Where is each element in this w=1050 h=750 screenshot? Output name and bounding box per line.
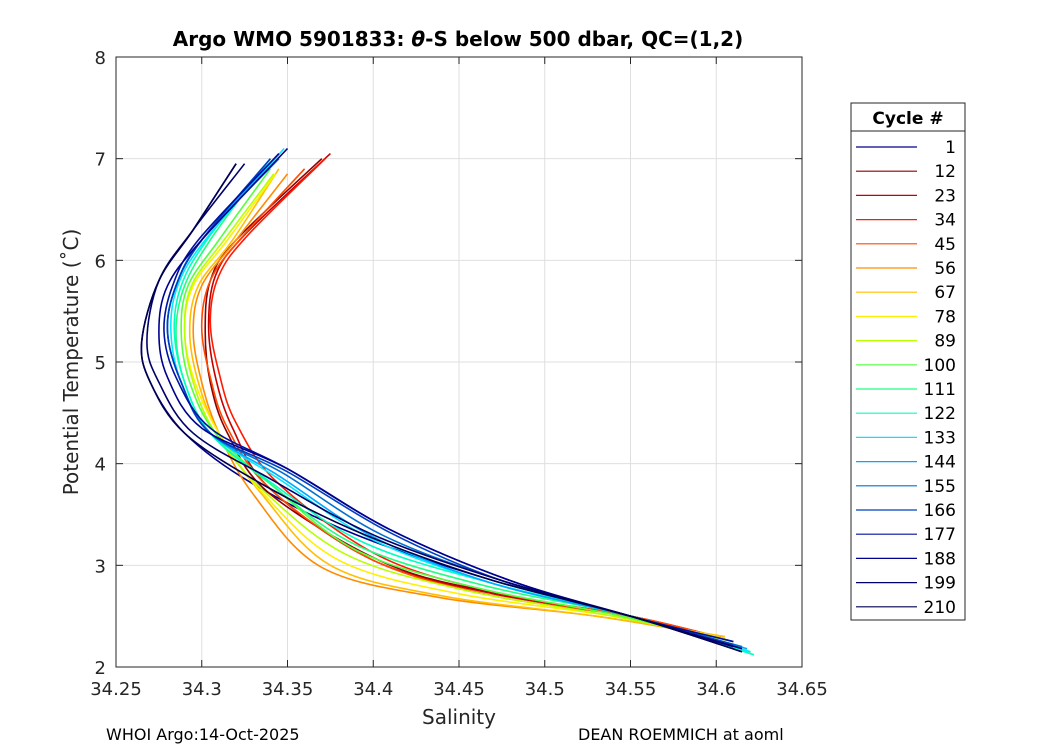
grid-lines [116,57,802,667]
series-line-cycle-188 [158,147,734,648]
y-tick-label: 7 [95,150,106,171]
legend-label-122: 122 [924,404,956,424]
y-tick-label: 4 [95,455,106,476]
legend-label-166: 166 [924,501,956,521]
footer-right: DEAN ROEMMICH at aoml [578,725,784,744]
x-tick-label: 34.45 [433,679,485,700]
legend-label-56: 56 [934,259,956,279]
legend-title: Cycle # [872,109,943,129]
axis-ticks: 34.25 34.3 34.35 34.4 34.45 34.5 34.55 34.6 34.6… [90,48,828,700]
y-tick-label: 3 [95,556,106,577]
series-line-cycle-210 [140,163,743,653]
x-tick-label: 34.55 [605,679,657,700]
y-tick-label: 8 [95,48,106,69]
legend-label-100: 100 [924,356,956,376]
legend-label-89: 89 [934,332,956,352]
x-tick-label: 34.6 [696,679,736,700]
legend-label-45: 45 [934,235,956,255]
series-line-cycle-199 [146,163,743,650]
x-tick-label: 34.4 [353,679,393,700]
legend-label-199: 199 [924,574,956,594]
legend-label-34: 34 [934,211,956,231]
y-tick-label: 5 [95,353,106,374]
y-tick-label: 6 [95,251,106,272]
x-tick-label: 34.35 [262,679,314,700]
chart-title: Argo WMO 5901833: θ-S below 500 dbar, QC… [173,27,743,51]
x-tick-label: 34.3 [182,679,222,700]
legend-label-23: 23 [934,186,956,206]
plot-area [140,147,755,656]
footer-left: WHOI Argo:14-Oct-2025 [106,725,300,744]
legend: Cycle # 1 12 23 34 45 56 67 78 89 100 111 122 133 144… [850,102,966,621]
legend-label-67: 67 [934,283,956,303]
series-line-cycle-34 [209,158,717,638]
legend-label-133: 133 [924,428,956,448]
legend-label-78: 78 [934,307,956,327]
legend-label-111: 111 [924,380,956,400]
series-line-cycle-89 [183,173,734,643]
legend-items: 1 12 23 34 45 56 67 78 89 100 111 122 133 144 155 166 17… [856,138,956,618]
legend-label-12: 12 [934,162,956,182]
legend-label-144: 144 [924,453,956,473]
legend-label-155: 155 [924,477,956,497]
x-axis-label: Salinity [422,705,496,729]
y-axis-label: Potential Temperature (˚C) [59,229,83,496]
series-line-cycle-111 [175,168,751,653]
legend-label-210: 210 [924,598,956,618]
x-tick-label: 34.5 [525,679,565,700]
legend-label-188: 188 [924,549,956,569]
x-tick-label: 34.65 [776,679,828,700]
y-tick-label: 2 [95,658,106,679]
legend-label-1: 1 [945,138,956,158]
x-tick-label: 34.25 [90,679,142,700]
series-line-cycle-56 [192,173,717,638]
legend-label-177: 177 [924,525,956,545]
